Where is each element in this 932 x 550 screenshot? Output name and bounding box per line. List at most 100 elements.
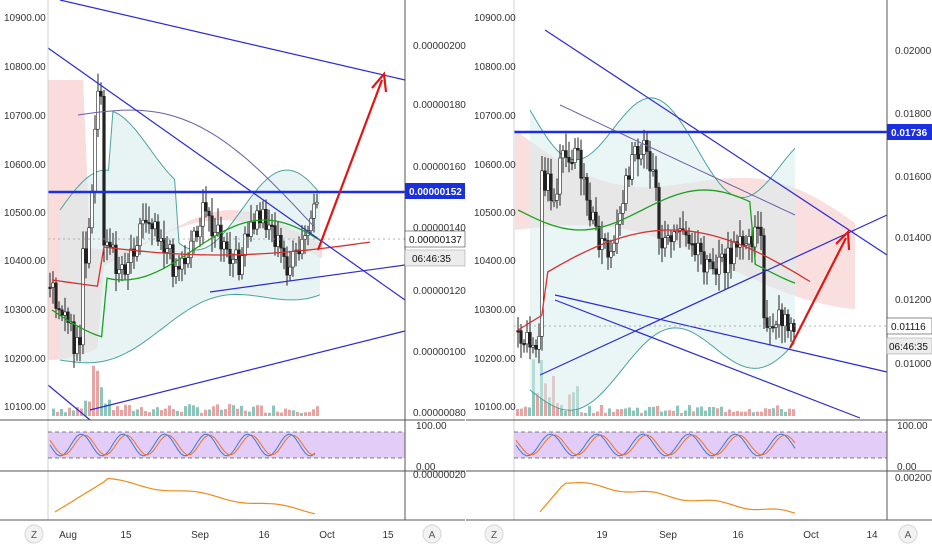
left-price-tick-5: 10400.00 [4,256,46,267]
right-volume-bar [548,397,551,416]
left-candle-body [285,256,289,276]
left-date-tick-2: Sep [191,530,209,541]
left-candle-body [288,266,292,276]
left-candle-body [168,244,172,250]
right-volume-bar [692,411,695,416]
left-volume-bar [280,412,283,416]
left-bollinger-lower [59,293,321,364]
right-price-tick-2: 10700.00 [474,111,516,122]
left-volume-bar [232,405,235,416]
left-candle-body [102,95,106,246]
right-ratio-tick-6: 0.00200 [895,473,932,484]
right-zoom-button[interactable]: Z [484,524,504,544]
left-lower-line [54,477,316,515]
right-volume-bar [784,411,787,416]
right-volume-bar [536,392,539,416]
left-candle-body [150,223,154,230]
left-candle-body [225,241,229,250]
right-trendline-2 [554,299,861,419]
left-trendline-0 [59,0,406,81]
left-stochastic-lines [49,433,316,457]
left-volume-bar [164,408,167,416]
right-candle-body [522,343,526,346]
left-candle-body [207,210,211,217]
left-trendlines [47,0,406,421]
left-candle-body [192,230,196,242]
left-stochastic-band [48,432,405,458]
right-candle-body [606,240,610,258]
left-candle-body [51,282,55,288]
right-candle-body [726,247,730,274]
right-candle-body [747,236,751,245]
left-horizontal-level-value: 0.00000152 [409,187,462,198]
right-candle-body [771,326,775,329]
right-candle-body [756,226,760,229]
left-volume-bar [216,404,219,416]
right-candle-body [639,154,643,160]
left-candle-body [132,248,136,257]
right-candle-body [525,332,529,345]
left-lower-indicator [54,477,316,515]
left-ratio-tick-5: 0.00000100 [413,347,466,358]
right-candle-body [717,256,721,275]
right-candle-body [660,238,664,249]
right-volume-bar [664,410,667,416]
right-price-tick-3: 10600.00 [474,160,516,171]
left-candle-body [84,248,88,264]
right-candle-body [618,213,622,225]
right-candle-body [627,175,631,180]
left-candle-body [270,224,274,227]
right-candle-body [783,314,787,327]
left-candle-body [99,90,103,97]
left-candle-body [93,128,97,192]
left-candle-body [183,258,187,265]
right-bollinger-lower [529,327,796,411]
right-last-price-tag: 0.01116 [886,317,932,335]
right-stochastic-lines [515,433,796,457]
right-candle-body [732,241,736,265]
right-price-tick-8: 10100.00 [474,402,516,413]
right-volume-bar [584,412,587,416]
left-price-tick-4: 10500.00 [4,208,46,219]
left-zoom-button[interactable]: Z [24,524,44,544]
right-candle-body [789,323,793,332]
left-candle-body [243,233,247,257]
right-projection-arrow [789,237,847,349]
right-volume-bar [688,405,691,416]
left-ratio-tick-7: 0.00000020 [413,470,466,481]
right-volume-bar [612,412,615,416]
right-volume-bar [668,410,671,416]
right-candle-body [657,187,661,239]
right-volume-bar [556,402,559,416]
left-candle-body [252,221,256,230]
left-zoom-label: Z [31,530,37,541]
left-countdown-value: 06:46:35 [412,254,451,265]
left-stoch-tick-0: 100.00 [416,421,447,432]
left-bollinger-fill [60,111,320,363]
left-volume-bar [156,407,159,416]
left-candle-body [153,221,157,230]
right-candle-body [543,170,547,191]
right-date-tick-1: Sep [659,530,677,541]
right-volume-bar [780,408,783,416]
left-candle-body [90,190,94,229]
left-volume-bar [152,409,155,416]
left-trendline-3 [89,330,406,411]
right-candle-body [516,330,520,333]
right-trendline-0 [544,29,888,256]
left-candle-body [156,221,160,242]
left-trendline-4 [209,264,406,293]
left-auto-scale-button[interactable]: A [422,524,442,544]
right-auto-scale-button[interactable]: A [898,524,918,544]
left-volume-bar [168,405,171,416]
right-projection-arrowhead [835,229,851,251]
right-price-tick-6: 10300.00 [474,305,516,316]
left-volume-bar [76,407,79,416]
right-trendlines [514,29,888,419]
right-candle-body [768,326,772,329]
right-volume-bar [720,406,723,416]
right-price-tick-4: 10500.00 [474,208,516,219]
right-candle-body [576,148,580,151]
left-volume-bar [52,408,55,416]
